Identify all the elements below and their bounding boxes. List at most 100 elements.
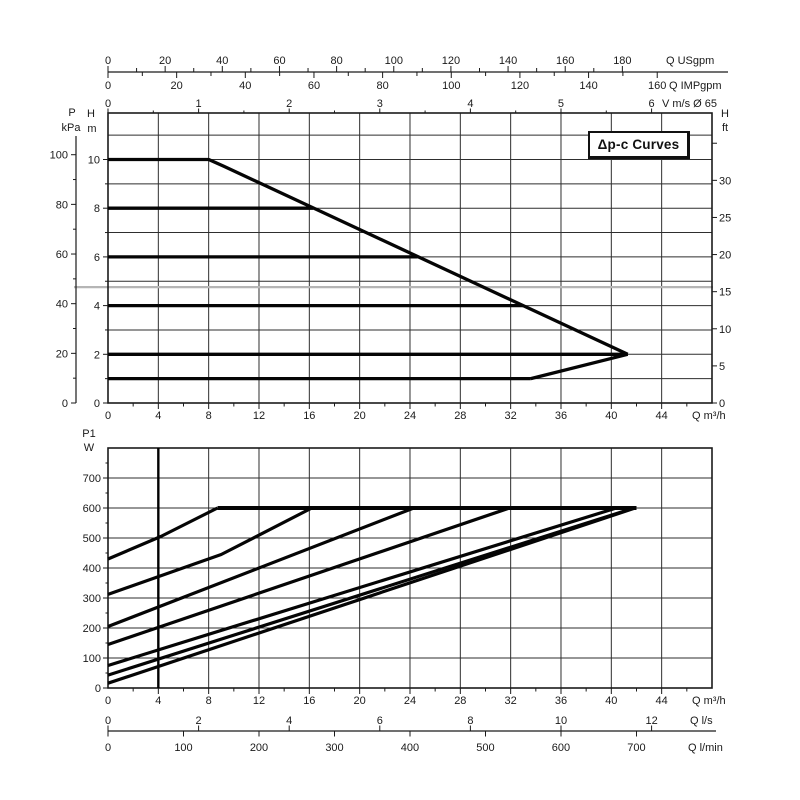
svg-text:2: 2 [196, 715, 202, 727]
svg-text:10: 10 [88, 155, 100, 167]
svg-text:0: 0 [95, 683, 101, 695]
svg-text:28: 28 [454, 410, 466, 422]
svg-text:12: 12 [645, 715, 657, 727]
svg-text:32: 32 [505, 695, 517, 707]
svg-text:P1: P1 [82, 428, 95, 440]
svg-text:40: 40 [56, 299, 68, 311]
svg-text:60: 60 [308, 80, 320, 92]
svg-text:8: 8 [94, 203, 100, 215]
svg-text:36: 36 [555, 410, 567, 422]
svg-text:0: 0 [105, 695, 111, 707]
svg-text:Q IMPgpm: Q IMPgpm [669, 80, 722, 92]
svg-text:100: 100 [385, 55, 403, 67]
svg-text:15: 15 [719, 287, 731, 299]
svg-text:10: 10 [555, 715, 567, 727]
svg-text:700: 700 [627, 742, 645, 754]
svg-text:H: H [721, 108, 729, 120]
svg-text:6: 6 [94, 252, 100, 264]
svg-text:600: 600 [552, 742, 570, 754]
svg-text:400: 400 [83, 563, 101, 575]
svg-text:3: 3 [377, 98, 383, 110]
svg-text:200: 200 [250, 742, 268, 754]
svg-text:8: 8 [206, 695, 212, 707]
svg-text:20: 20 [354, 695, 366, 707]
svg-text:Q l/s: Q l/s [690, 715, 713, 727]
svg-text:16: 16 [303, 695, 315, 707]
svg-text:28: 28 [454, 695, 466, 707]
svg-text:P: P [68, 107, 75, 119]
svg-text:2: 2 [286, 98, 292, 110]
svg-text:100: 100 [442, 80, 460, 92]
svg-text:44: 44 [656, 695, 668, 707]
svg-text:120: 120 [511, 80, 529, 92]
svg-text:80: 80 [376, 80, 388, 92]
svg-text:200: 200 [83, 623, 101, 635]
svg-text:6: 6 [377, 715, 383, 727]
svg-text:32: 32 [505, 410, 517, 422]
svg-text:20: 20 [159, 55, 171, 67]
svg-text:12: 12 [253, 410, 265, 422]
svg-text:0: 0 [105, 55, 111, 67]
svg-text:10: 10 [719, 324, 731, 336]
svg-text:m: m [87, 123, 96, 135]
svg-text:25: 25 [719, 212, 731, 224]
svg-text:ft: ft [722, 122, 728, 134]
svg-text:0: 0 [62, 398, 68, 410]
svg-text:W: W [84, 442, 95, 454]
svg-text:300: 300 [83, 593, 101, 605]
svg-text:300: 300 [325, 742, 343, 754]
svg-text:6: 6 [649, 98, 655, 110]
svg-text:H: H [87, 108, 95, 120]
svg-text:80: 80 [330, 55, 342, 67]
svg-text:30: 30 [719, 175, 731, 187]
svg-text:8: 8 [467, 715, 473, 727]
svg-text:180: 180 [613, 55, 631, 67]
svg-text:4: 4 [467, 98, 473, 110]
svg-text:0: 0 [719, 398, 725, 410]
svg-text:4: 4 [155, 410, 161, 422]
svg-text:4: 4 [286, 715, 292, 727]
svg-text:80: 80 [56, 199, 68, 211]
svg-text:20: 20 [56, 348, 68, 360]
svg-text:40: 40 [605, 410, 617, 422]
svg-text:400: 400 [401, 742, 419, 754]
svg-text:140: 140 [499, 55, 517, 67]
svg-text:40: 40 [605, 695, 617, 707]
svg-text:Q m³/h: Q m³/h [692, 695, 726, 707]
svg-text:1: 1 [196, 98, 202, 110]
svg-text:0: 0 [105, 80, 111, 92]
svg-text:700: 700 [83, 473, 101, 485]
svg-text:4: 4 [94, 301, 100, 313]
svg-text:20: 20 [354, 410, 366, 422]
svg-text:4: 4 [155, 695, 161, 707]
svg-text:100: 100 [50, 150, 68, 162]
svg-text:0: 0 [105, 715, 111, 727]
svg-text:5: 5 [558, 98, 564, 110]
svg-text:100: 100 [174, 742, 192, 754]
dpc-curves-label-box: Δp-c Curves [588, 131, 690, 159]
svg-text:5: 5 [719, 361, 725, 373]
svg-text:60: 60 [273, 55, 285, 67]
svg-text:0: 0 [105, 98, 111, 110]
svg-text:0: 0 [105, 742, 111, 754]
svg-text:160: 160 [648, 80, 666, 92]
svg-text:8: 8 [206, 410, 212, 422]
svg-text:160: 160 [556, 55, 574, 67]
svg-text:600: 600 [83, 503, 101, 515]
svg-text:kPa: kPa [62, 122, 82, 134]
svg-text:2: 2 [94, 349, 100, 361]
svg-text:16: 16 [303, 410, 315, 422]
svg-text:500: 500 [83, 533, 101, 545]
svg-text:44: 44 [656, 410, 668, 422]
svg-text:Q l/min: Q l/min [688, 742, 723, 754]
svg-text:V m/s Ø 65: V m/s Ø 65 [662, 98, 717, 110]
svg-text:40: 40 [216, 55, 228, 67]
svg-text:60: 60 [56, 249, 68, 261]
svg-text:500: 500 [476, 742, 494, 754]
svg-text:36: 36 [555, 695, 567, 707]
svg-text:20: 20 [719, 250, 731, 262]
svg-text:140: 140 [579, 80, 597, 92]
dpc-curves-label: Δp-c Curves [597, 137, 680, 152]
